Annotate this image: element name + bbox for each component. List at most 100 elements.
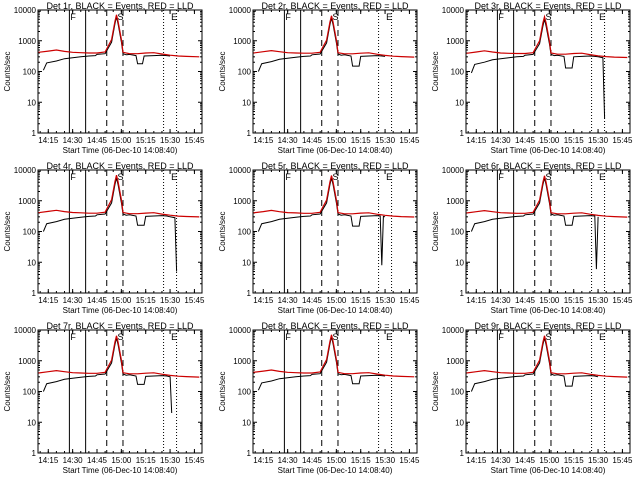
panel-title: Det 6r, BLACK = Events, RED = LLD [474, 161, 622, 171]
x-tick-label: 14:45 [302, 296, 323, 305]
x-axis-label: Start Time (06-Dec-10 14:08:40) [63, 306, 178, 315]
x-axis-label: Start Time (06-Dec-10 14:08:40) [491, 306, 606, 315]
x-tick-label: 15:00 [111, 296, 132, 305]
x-tick-label: 15:15 [351, 296, 372, 305]
annotation-S: S [117, 12, 123, 22]
y-tick-label: 1000 [446, 197, 464, 206]
series-line-lld [466, 175, 628, 218]
y-tick-label: 100 [23, 228, 37, 237]
series-line-lld [466, 14, 628, 59]
y-tick-label: 1 [32, 289, 37, 298]
x-tick-label: 15:00 [111, 136, 132, 145]
series-line-lld [38, 14, 200, 58]
x-tick-label: 15:30 [160, 136, 181, 145]
y-tick-label: 10000 [229, 6, 252, 15]
annotation-E: E [599, 332, 605, 342]
series-line-lld [38, 335, 200, 378]
y-tick-label: 10000 [442, 6, 465, 15]
x-tick-label: 14:45 [515, 136, 536, 145]
y-tick-label: 1 [460, 289, 465, 298]
y-tick-label: 10000 [14, 6, 37, 15]
x-tick-label: 15:30 [588, 136, 609, 145]
y-tick-label: 1000 [446, 37, 464, 46]
y-axis-label: Counts/sec [3, 371, 12, 411]
plot-frame [465, 329, 631, 454]
y-tick-label: 10 [27, 258, 36, 267]
x-tick-label: 15:30 [588, 456, 609, 465]
x-tick-label: 15:45 [184, 136, 205, 145]
panel-title: Det 3r, BLACK = Events, RED = LLD [474, 1, 622, 11]
x-tick-label: 15:30 [588, 296, 609, 305]
annotation-F: F [70, 12, 76, 22]
annotation-E: E [386, 332, 392, 342]
chart-panel-4: Det 4r, BLACK = Events, RED = LLD 1 10 100 1… [3, 161, 205, 315]
x-tick-label: 15:00 [326, 296, 347, 305]
x-tick-label: 14:15 [466, 296, 487, 305]
x-tick-label: 15:45 [184, 456, 205, 465]
plot-frame [37, 169, 203, 294]
y-tick-label: 1000 [233, 357, 251, 366]
x-tick-label: 14:30 [63, 296, 84, 305]
y-tick-label: 100 [238, 388, 252, 397]
annotation-S: S [545, 12, 551, 22]
x-tick-label: 14:30 [278, 456, 299, 465]
x-tick-label: 15:15 [136, 136, 157, 145]
y-axis-label: Counts/sec [431, 371, 440, 411]
annotation-F: F [498, 332, 504, 342]
x-axis-label: Start Time (06-Dec-10 14:08:40) [278, 146, 393, 155]
y-tick-label: 10 [27, 418, 36, 427]
series-line-lld [38, 175, 200, 218]
y-axis-label: Counts/sec [218, 51, 227, 91]
plot-frame [37, 9, 203, 134]
x-tick-label: 15:00 [539, 456, 560, 465]
plot-frame [37, 329, 203, 454]
y-tick-label: 10 [455, 258, 464, 267]
y-axis-label: Counts/sec [431, 211, 440, 251]
x-tick-label: 14:30 [278, 136, 299, 145]
y-tick-label: 10 [455, 418, 464, 427]
annotation-F: F [70, 172, 76, 182]
x-tick-label: 15:15 [351, 456, 372, 465]
x-axis-label: Start Time (06-Dec-10 14:08:40) [63, 466, 178, 475]
panel-title: Det 4r, BLACK = Events, RED = LLD [46, 161, 194, 171]
x-tick-label: 14:15 [466, 136, 487, 145]
x-axis-label: Start Time (06-Dec-10 14:08:40) [491, 146, 606, 155]
y-tick-label: 1000 [18, 357, 36, 366]
y-tick-label: 100 [451, 68, 465, 77]
x-tick-label: 15:45 [399, 456, 420, 465]
y-tick-label: 1 [460, 449, 465, 458]
x-tick-label: 15:45 [612, 456, 633, 465]
annotation-F: F [70, 332, 76, 342]
x-tick-label: 14:15 [253, 296, 274, 305]
y-tick-label: 100 [238, 228, 252, 237]
x-tick-label: 14:45 [302, 136, 323, 145]
series-line-events [42, 177, 178, 272]
annotation-E: E [171, 172, 177, 182]
panel-title: Det 5r, BLACK = Events, RED = LLD [261, 161, 409, 171]
series-line-lld [253, 175, 415, 218]
y-tick-label: 10000 [442, 166, 465, 175]
y-tick-label: 100 [23, 68, 37, 77]
panel-title: Det 9r, BLACK = Events, RED = LLD [474, 321, 622, 331]
y-axis-label: Counts/sec [218, 371, 227, 411]
x-tick-label: 15:45 [399, 136, 420, 145]
x-tick-label: 15:45 [612, 136, 633, 145]
x-tick-label: 14:15 [38, 296, 59, 305]
x-tick-label: 15:00 [539, 136, 560, 145]
y-tick-label: 10 [27, 98, 36, 107]
panel-title: Det 7r, BLACK = Events, RED = LLD [46, 321, 194, 331]
annotation-S: S [545, 172, 551, 182]
annotation-F: F [285, 332, 291, 342]
x-tick-label: 14:30 [278, 296, 299, 305]
x-axis-label: Start Time (06-Dec-10 14:08:40) [278, 306, 393, 315]
x-tick-label: 14:15 [38, 136, 59, 145]
y-tick-label: 100 [451, 228, 465, 237]
series-line-events [42, 337, 173, 414]
y-tick-label: 10000 [229, 326, 252, 335]
y-tick-label: 10000 [229, 166, 252, 175]
annotation-E: E [386, 172, 392, 182]
y-tick-label: 1 [460, 129, 465, 138]
x-tick-label: 15:15 [136, 296, 157, 305]
x-axis-label: Start Time (06-Dec-10 14:08:40) [63, 146, 178, 155]
y-tick-label: 1 [32, 129, 37, 138]
